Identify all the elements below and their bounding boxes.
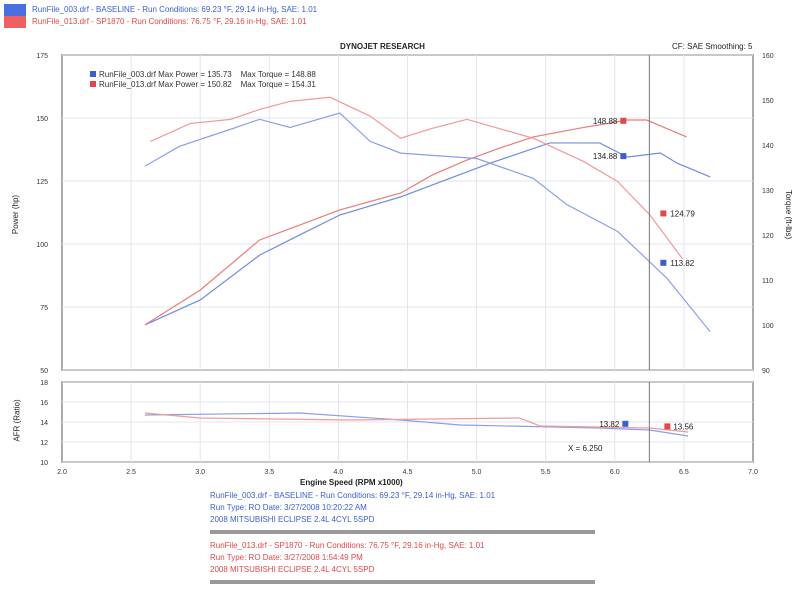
x-tick-label: 6.5 (679, 469, 689, 476)
info-line: Run Type: RO Date: 3/27/2008 1:54:49 PM (210, 553, 363, 562)
legend-torque: Max Torque = 148.88 (240, 70, 316, 79)
marker-label: 148.88 (593, 117, 618, 126)
legend-item-1: RunFile_003.drf Max Power = 135.73 Max T… (90, 70, 316, 79)
info-line: 2008 MITSUBISHI ECLIPSE 2.4L 4CYL 5SPD (210, 565, 375, 574)
x-tick-label: 3.0 (195, 469, 205, 476)
legend-swatch-red (90, 81, 96, 87)
legend-swatch-blue (90, 71, 96, 77)
x-tick-label: 5.0 (472, 469, 482, 476)
marker-label: 134.88 (593, 152, 618, 161)
y2-tick-label: 150 (762, 98, 774, 105)
header-run-1: RunFile_003.drf - BASELINE - Run Conditi… (32, 5, 318, 14)
marker-label: 113.82 (670, 259, 694, 268)
x-tick-label: 5.5 (541, 469, 551, 476)
run-info-baseline: RunFile_003.drf - BASELINE - Run Conditi… (210, 490, 595, 590)
chart-title: DYNOJET RESEARCH (340, 42, 425, 51)
torque-line-RunFile_013.drf (150, 96, 683, 260)
marker-113.82 (660, 259, 667, 266)
info-line: Run Type: RO Date: 3/27/2008 10:20:22 AM (210, 503, 367, 512)
x-tick-label: 2.0 (57, 469, 67, 476)
afr-tick-label: 10 (40, 460, 48, 467)
divider (210, 530, 595, 534)
afr-tick-label: 18 (40, 380, 48, 387)
y2-tick-label: 160 (762, 53, 774, 60)
afr-marker-label: 13.82 (599, 420, 620, 429)
header-run-2: RunFile_013.drf - SP1870 - Run Condition… (32, 17, 307, 26)
power-line-RunFile_013.drf (144, 119, 687, 326)
y2-axis-label: Torque (ft-lbs) (784, 189, 794, 240)
x-tick-label: 3.5 (264, 469, 274, 476)
legend-power: RunFile_003.drf Max Power = 135.73 (99, 70, 232, 79)
x-axis-label: Engine Speed (RPM x1000) (300, 478, 403, 487)
y-tick-label: 150 (36, 116, 48, 123)
afr-tick-label: 16 (40, 400, 48, 407)
y2-tick-label: 90 (762, 368, 770, 375)
chart-settings: CF: SAE Smoothing: 5 (672, 42, 753, 51)
run-swatch-red (4, 16, 26, 28)
y-tick-label: 50 (40, 368, 48, 375)
run-swatch-blue (4, 4, 26, 16)
marker-134.88 (620, 153, 627, 160)
y-axis-label: Power (hp) (11, 194, 21, 235)
marker-124.79 (660, 210, 667, 217)
y-tick-label: 125 (36, 179, 48, 186)
y2-tick-label: 140 (762, 143, 774, 150)
x-tick-label: 4.5 (403, 469, 413, 476)
afr-marker-label: 13.56 (673, 422, 694, 431)
afr-marker-13.82 (622, 420, 629, 427)
info-line: RunFile_013.drf - SP1870 - Run Condition… (210, 541, 485, 550)
info-line: RunFile_003.drf - BASELINE - Run Conditi… (210, 491, 496, 500)
divider (210, 580, 595, 584)
x-tick-label: 4.0 (334, 469, 344, 476)
afr-tick-label: 12 (40, 440, 48, 447)
x-tick-label: 6.0 (610, 469, 620, 476)
y-tick-label: 100 (36, 242, 48, 249)
afr-marker-13.56 (664, 423, 671, 430)
marker-148.88 (620, 117, 627, 124)
legend-torque: Max Torque = 154.31 (240, 80, 316, 89)
y-tick-label: 175 (36, 53, 48, 60)
info-line: 2008 MITSUBISHI ECLIPSE 2.4L 4CYL 5SPD (210, 515, 375, 524)
marker-label: 124.79 (670, 209, 695, 218)
cursor-label: X = 6.250 (568, 444, 603, 453)
y2-tick-label: 100 (762, 323, 774, 330)
legend-power: RunFile_013.drf Max Power = 150.82 (99, 80, 232, 89)
torque-line-RunFile_003.drf (144, 112, 711, 333)
y2-tick-label: 130 (762, 188, 774, 195)
x-tick-label: 2.5 (126, 469, 136, 476)
y-tick-label: 75 (40, 305, 48, 312)
afr-axis-label: AFR (Ratio) (12, 399, 22, 442)
y2-tick-label: 110 (762, 278, 773, 285)
x-tick-label: 7.0 (748, 469, 758, 476)
y2-tick-label: 120 (762, 233, 774, 240)
legend-item-2: RunFile_013.drf Max Power = 150.82 Max T… (90, 80, 316, 89)
afr-tick-label: 14 (40, 420, 48, 427)
